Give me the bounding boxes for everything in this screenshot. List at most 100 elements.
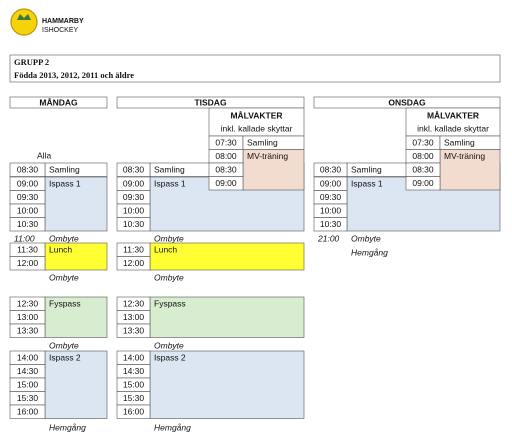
note: Ombyte <box>49 340 79 350</box>
day-header <box>9 96 108 109</box>
time-cell <box>313 217 348 232</box>
time: 10:00 <box>123 205 145 215</box>
time: 14:30 <box>17 366 39 376</box>
time: 12:30 <box>123 298 145 308</box>
time: 08:30 <box>412 164 434 174</box>
note: Ombyte <box>49 233 79 243</box>
time: 08:30 <box>320 164 342 174</box>
time: 15:00 <box>17 379 39 389</box>
time: 16:00 <box>17 406 39 416</box>
time-cell <box>116 323 151 338</box>
time: 12:00 <box>17 258 39 268</box>
time: 10:30 <box>320 219 342 229</box>
day-name: MÅNDAG <box>39 97 78 107</box>
logo-crown <box>17 14 31 20</box>
block <box>149 242 305 271</box>
time-cell <box>405 176 441 191</box>
note-time: 11:00 <box>14 233 35 243</box>
time: 15:30 <box>123 393 145 403</box>
activity: Samling <box>154 164 185 174</box>
label-cell <box>439 135 501 150</box>
activity: Lunch <box>154 244 177 254</box>
time: 15:30 <box>17 393 39 403</box>
time-cell <box>9 217 46 232</box>
time: 14:30 <box>123 366 145 376</box>
label-cell <box>242 135 305 150</box>
goalkeeper-title: MÅLVAKTER <box>230 110 282 120</box>
time: 07:30 <box>412 137 434 147</box>
time-cell <box>116 256 151 271</box>
block <box>44 296 108 338</box>
time: 08:00 <box>215 151 237 161</box>
header-title: GRUPP 2 <box>14 57 49 67</box>
activity: MV-träning <box>247 151 288 161</box>
time: 10:30 <box>17 219 39 229</box>
activity: Fyspass <box>154 298 186 308</box>
time: 08:30 <box>123 164 145 174</box>
time: 10:00 <box>17 205 39 215</box>
note: Hemgång <box>49 422 86 432</box>
logo-text: HAMMARBY <box>42 18 84 25</box>
time: 08:30 <box>17 164 39 174</box>
block <box>44 176 108 232</box>
time: 09:00 <box>17 178 39 188</box>
time: 16:00 <box>123 406 145 416</box>
time: 14:00 <box>17 352 39 362</box>
header-subtitle: Födda 2013, 2012, 2011 och äldre <box>14 70 134 80</box>
activity: Ispass 1 <box>154 178 186 188</box>
goalkeeper-title: MÅLVAKTER <box>427 110 479 120</box>
activity: Ispass 1 <box>49 178 81 188</box>
time-cell <box>116 162 151 177</box>
goalkeeper-title-box <box>405 107 501 137</box>
block <box>44 350 108 419</box>
activity: Fyspass <box>49 298 81 308</box>
header-box <box>9 54 501 83</box>
activity: Samling <box>444 137 475 147</box>
time: 09:30 <box>320 192 342 202</box>
activity: Samling <box>49 164 80 174</box>
time: 09:00 <box>320 178 342 188</box>
time: 12:00 <box>123 258 145 268</box>
activity: Samling <box>247 137 278 147</box>
time: 09:30 <box>17 192 39 202</box>
note-time: 21:00 <box>317 233 340 243</box>
time-cell <box>116 217 151 232</box>
note: Ombyte <box>154 272 184 282</box>
time: 07:30 <box>215 137 237 147</box>
time: 15:00 <box>123 379 145 389</box>
block <box>44 242 108 271</box>
time-cell <box>208 176 244 191</box>
time: 13:30 <box>123 325 145 335</box>
time: 12:30 <box>17 298 39 308</box>
note: Hemgång <box>154 422 191 432</box>
time: 11:30 <box>17 244 38 254</box>
day-name: ONSDAG <box>388 97 426 107</box>
goalkeeper-block <box>439 149 501 191</box>
time: 10:30 <box>123 219 145 229</box>
activity: Ispass 1 <box>351 178 383 188</box>
note: Ombyte <box>154 233 184 243</box>
time-cell <box>9 323 46 338</box>
time-cell <box>9 256 46 271</box>
time: 09:30 <box>123 192 145 202</box>
activity: Lunch <box>49 244 72 254</box>
time-cell <box>313 162 348 177</box>
goalkeeper-subtitle: inkl. kallade skyttar <box>417 123 489 133</box>
time-cell <box>116 404 151 419</box>
block <box>149 296 305 338</box>
day-name: TISDAG <box>194 97 227 107</box>
goalkeeper-title-box <box>208 107 305 137</box>
time-cell <box>9 404 46 419</box>
time: 13:30 <box>17 325 39 335</box>
note: Hemgång <box>351 247 388 257</box>
activity: Ispass 2 <box>49 352 81 362</box>
time: 09:00 <box>123 178 145 188</box>
time: 13:00 <box>17 312 39 322</box>
activity: Ispass 2 <box>154 352 186 362</box>
logo-text: ISHOCKEY <box>42 27 79 34</box>
time: 10:00 <box>320 205 342 215</box>
time: 08:30 <box>215 164 237 174</box>
note: Ombyte <box>154 340 184 350</box>
activity: Samling <box>351 164 382 174</box>
